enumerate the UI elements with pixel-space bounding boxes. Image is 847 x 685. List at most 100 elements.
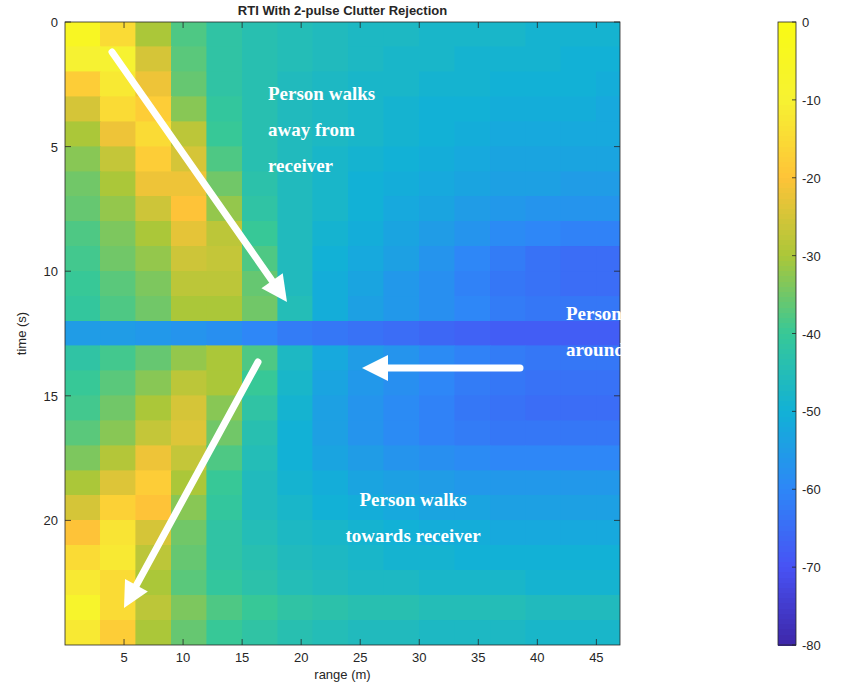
heatmap-cell	[136, 221, 171, 246]
colorbar-tick-label: -10	[802, 93, 821, 108]
colorbar-step	[778, 453, 796, 459]
heatmap-cell	[490, 321, 525, 346]
x-tick	[537, 22, 538, 28]
heatmap-cell	[207, 346, 242, 371]
heatmap-cell	[490, 495, 525, 520]
y-tick	[65, 520, 71, 521]
heatmap-cell	[100, 545, 135, 570]
heatmap-cell	[419, 570, 454, 595]
x-tick	[124, 22, 125, 28]
heatmap-cell	[384, 22, 419, 47]
annotation-line: towards receiver	[345, 525, 481, 546]
heatmap-cell	[526, 147, 561, 172]
colorbar-step	[778, 370, 796, 376]
heatmap-cell	[596, 396, 620, 421]
heatmap-cell	[313, 196, 348, 221]
heatmap-cell	[278, 321, 313, 346]
heatmap-cell	[348, 172, 383, 197]
heatmap-cell	[490, 221, 525, 246]
heatmap-cell	[348, 595, 383, 620]
colorbar-step	[778, 401, 796, 407]
heatmap-cell	[384, 72, 419, 97]
heatmap-cell	[490, 47, 525, 72]
colorbar-step	[778, 505, 796, 511]
heatmap-cell	[136, 346, 171, 371]
heatmap-cell	[561, 271, 596, 296]
heatmap-cell	[278, 221, 313, 246]
x-tick	[596, 22, 597, 28]
heatmap-cell	[526, 346, 561, 371]
colorbar-step	[778, 126, 796, 132]
x-tick-label: 15	[235, 650, 249, 665]
annotation: Person walkstowards receiver	[345, 489, 481, 546]
heatmap-cell	[65, 72, 100, 97]
y-tick-label: 5	[51, 140, 58, 155]
heatmap-cell	[490, 570, 525, 595]
heatmap-cell	[526, 97, 561, 122]
x-tick-label: 40	[530, 650, 544, 665]
heatmap-cell	[171, 396, 206, 421]
annotation-line: around	[566, 339, 625, 360]
heatmap-cell	[313, 296, 348, 321]
colorbar-step	[778, 520, 796, 526]
heatmap-cell	[171, 371, 206, 396]
heatmap-cell	[384, 371, 419, 396]
heatmap-cell	[136, 620, 171, 645]
heatmap-cell	[171, 595, 206, 620]
colorbar-step	[778, 95, 796, 101]
heatmap-cell	[596, 520, 620, 545]
colorbar-step	[778, 448, 796, 454]
heatmap-cell	[596, 147, 620, 172]
heatmap-cell	[278, 545, 313, 570]
colorbar-step	[778, 183, 796, 189]
colorbar-tick-label: -80	[802, 638, 821, 653]
colorbar-step	[778, 235, 796, 241]
colorbar-step	[778, 240, 796, 246]
colorbar-step	[778, 365, 796, 371]
colorbar-step	[778, 489, 796, 495]
heatmap-cell	[561, 147, 596, 172]
colorbar-step	[778, 541, 796, 547]
heatmap-cell	[455, 22, 490, 47]
heatmap-cell	[207, 122, 242, 147]
heatmap-cell	[278, 421, 313, 446]
colorbar-step	[778, 64, 796, 70]
heatmap-cell	[100, 620, 135, 645]
colorbar-step	[778, 27, 796, 33]
heatmap-cell	[207, 595, 242, 620]
colorbar-step	[778, 588, 796, 594]
colorbar-step	[778, 199, 796, 205]
heatmap-cell	[490, 371, 525, 396]
heatmap-cell	[490, 446, 525, 471]
colorbar-step	[778, 334, 796, 340]
colorbar-step	[778, 297, 796, 303]
heatmap-cell	[242, 570, 277, 595]
colorbar-step	[778, 162, 796, 168]
heatmap-cell	[384, 321, 419, 346]
colorbar-step	[778, 157, 796, 163]
colorbar-tick-label: -60	[802, 482, 821, 497]
heatmap-cell	[207, 147, 242, 172]
colorbar-step	[778, 147, 796, 153]
heatmap-cell	[455, 620, 490, 645]
heatmap-cell	[65, 172, 100, 197]
heatmap-cell	[561, 246, 596, 271]
colorbar-step	[778, 619, 796, 625]
heatmap-cell	[348, 147, 383, 172]
heatmap-cell	[348, 570, 383, 595]
heatmap-cell	[419, 72, 454, 97]
heatmap-cell	[171, 72, 206, 97]
heatmap-cell	[526, 271, 561, 296]
heatmap-cell	[65, 271, 100, 296]
heatmap-cell	[171, 271, 206, 296]
x-tick	[360, 22, 361, 28]
heatmap-cell	[100, 97, 135, 122]
heatmap-cell	[526, 545, 561, 570]
colorbar-step	[778, 74, 796, 80]
heatmap-cell	[313, 47, 348, 72]
heatmap-cell	[455, 321, 490, 346]
y-tick-label: 20	[44, 513, 58, 528]
heatmap-cell	[455, 72, 490, 97]
heatmap-cell	[65, 371, 100, 396]
heatmap-cell	[313, 520, 348, 545]
